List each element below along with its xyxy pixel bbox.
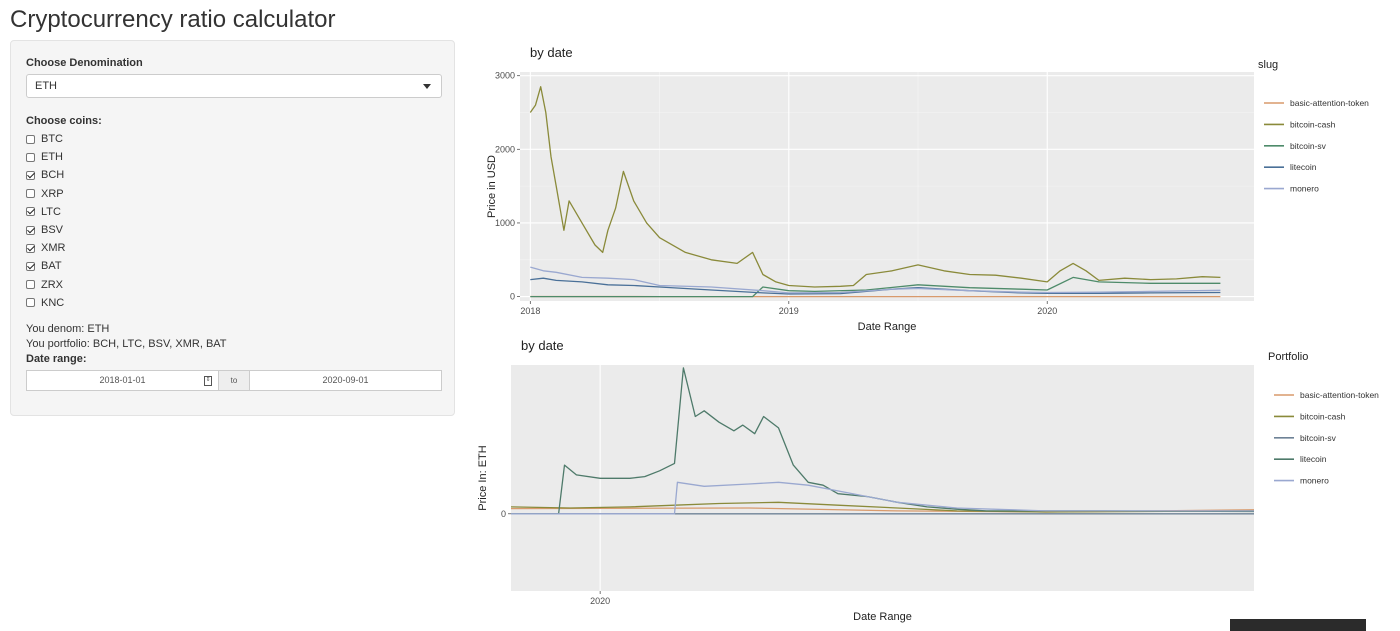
eth-ratio-chart[interactable]: 2020 0 by date Date Range Price In: ETH Portf… xyxy=(478,334,1398,630)
usd-price-chart[interactable]: 2018 2019 2020 0 1000 2000 3000 by date Date Ran… xyxy=(478,38,1398,338)
series-line-litecoin xyxy=(511,367,1254,515)
coin-checkbox[interactable] xyxy=(26,298,35,308)
coin-label: BTC xyxy=(41,133,63,145)
chart-title: by date xyxy=(521,338,564,353)
coin-label: ETH xyxy=(41,151,63,164)
coin-checkbox[interactable] xyxy=(26,280,35,290)
legend-label: monero xyxy=(1300,476,1329,486)
x-tick-label: 2018 xyxy=(520,306,540,316)
date-end-input[interactable]: 2020-09-01 xyxy=(249,370,442,391)
coin-option-xmr[interactable]: XMR xyxy=(26,240,65,256)
date-start-input[interactable]: 2018-01-01 ⇕ xyxy=(26,370,219,391)
coin-option-ltc[interactable]: LTC xyxy=(26,204,61,220)
x-tick-label: 2020 xyxy=(1037,306,1057,316)
series-line-bitcoin-sv xyxy=(530,276,1221,298)
legend-label: bitcoin-sv xyxy=(1290,141,1327,151)
y-axis-label: Price In: ETH xyxy=(478,445,489,510)
series-line-monero xyxy=(511,481,1254,515)
date-range-input: 2018-01-01 ⇕ to 2020-09-01 xyxy=(26,370,442,391)
coin-label: ZRX xyxy=(41,278,63,291)
y-tick-label: 0 xyxy=(501,509,506,519)
y-axis-label: Price in USD xyxy=(486,155,498,218)
coin-option-eth[interactable]: ETH xyxy=(26,149,63,165)
coins-label: Choose coins: xyxy=(26,115,102,127)
denomination-value: ETH xyxy=(35,80,57,92)
series-line-litecoin xyxy=(530,277,1221,295)
plot-panel xyxy=(520,72,1254,301)
coin-label: BSV xyxy=(41,224,64,236)
denomination-select[interactable]: ETH xyxy=(26,74,442,98)
legend-label: basic-attention-token xyxy=(1290,98,1369,108)
coin-option-bsv[interactable]: BSV xyxy=(26,222,63,238)
legend-label: basic-attention-token xyxy=(1300,390,1379,400)
coin-option-zrx[interactable]: ZRX xyxy=(26,277,63,293)
date-to-label: to xyxy=(219,370,249,391)
legend-title: slug xyxy=(1258,59,1278,71)
coin-label: KNC xyxy=(41,296,65,309)
legend-label: litecoin xyxy=(1300,454,1327,464)
coin-option-knc[interactable]: KNC xyxy=(26,295,64,311)
coin-option-bat[interactable]: BAT xyxy=(26,258,62,274)
app-title: Cryptocurrency ratio calculator xyxy=(10,6,336,33)
legend-label: bitcoin-sv xyxy=(1300,433,1337,443)
x-tick-label: 2019 xyxy=(779,306,799,316)
y-tick-label: 0 xyxy=(510,292,515,302)
y-tick-label: 2000 xyxy=(495,144,515,154)
coin-label: XRP xyxy=(41,187,64,200)
date-end-value: 2020-09-01 xyxy=(322,375,369,385)
coin-option-btc[interactable]: BTC xyxy=(26,131,63,147)
legend-label: bitcoin-cash xyxy=(1300,411,1346,421)
coin-checkbox[interactable] xyxy=(26,207,35,217)
series-line-monero xyxy=(530,266,1221,294)
coin-label: BCH xyxy=(41,169,65,182)
legend-label: bitcoin-cash xyxy=(1290,119,1336,129)
denomination-label: Choose Denomination xyxy=(26,57,143,69)
coin-checkbox[interactable] xyxy=(26,243,35,253)
coin-option-xrp[interactable]: XRP xyxy=(26,186,64,202)
chevron-down-icon xyxy=(423,84,431,89)
series-line-bitcoin-cash xyxy=(529,86,1221,288)
coin-checkbox[interactable] xyxy=(26,152,35,162)
date-start-value: 2018-01-01 xyxy=(99,375,146,385)
coin-label: XMR xyxy=(41,242,66,255)
legend-label: monero xyxy=(1290,184,1319,194)
portfolio-text: You portfolio: BCH, LTC, BSV, XMR, BAT xyxy=(26,338,227,350)
coin-checkbox[interactable] xyxy=(26,225,35,235)
coin-checkbox[interactable] xyxy=(26,134,35,144)
date-range-label: Date range: xyxy=(26,353,87,365)
legend-title: Portfolio xyxy=(1268,351,1308,363)
coin-checkbox[interactable] xyxy=(26,170,35,180)
denom-text: You denom: ETH xyxy=(26,323,110,335)
chart-title: by date xyxy=(530,45,573,60)
legend-label: litecoin xyxy=(1290,162,1317,172)
coin-checkbox[interactable] xyxy=(26,189,35,199)
x-axis-label: Date Range xyxy=(853,611,912,623)
status-bar xyxy=(1230,619,1366,631)
coin-checkbox[interactable] xyxy=(26,261,35,271)
y-tick-label: 3000 xyxy=(495,71,515,81)
coin-option-bch[interactable]: BCH xyxy=(26,167,64,183)
calendar-spinner-icon[interactable]: ⇕ xyxy=(204,376,212,386)
coin-label: LTC xyxy=(41,205,61,218)
x-axis-label: Date Range xyxy=(858,321,917,333)
x-tick-label: 2020 xyxy=(590,596,610,606)
y-tick-label: 1000 xyxy=(495,218,515,228)
coin-label: BAT xyxy=(41,260,62,273)
sidebar-panel: Choose Denomination ETH Choose coins: BT… xyxy=(10,40,455,416)
